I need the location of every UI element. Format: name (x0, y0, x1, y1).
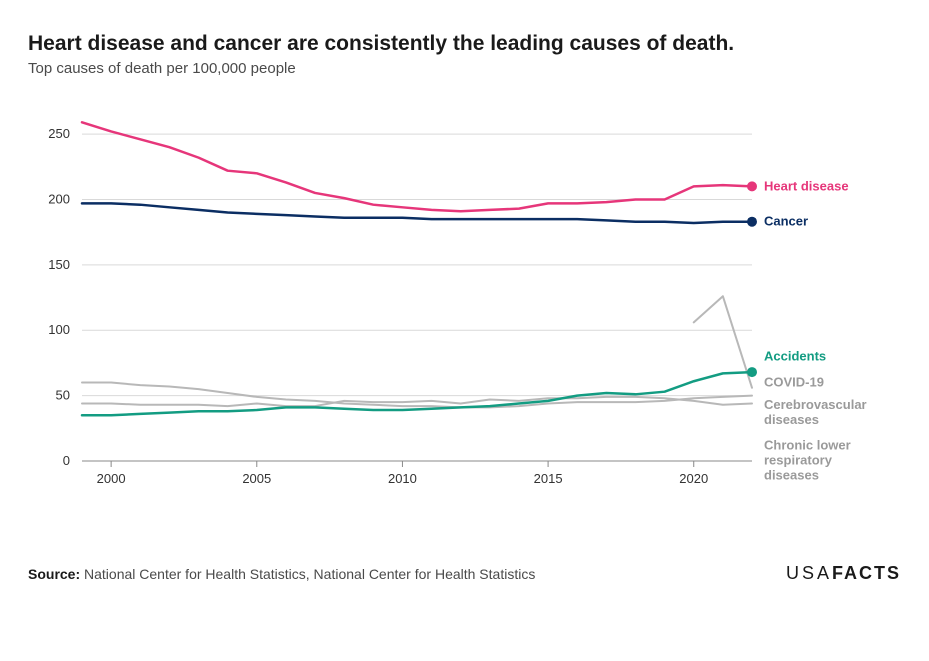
y-axis-tick-label: 100 (48, 322, 70, 337)
source-text: National Center for Health Statistics, N… (84, 566, 535, 582)
series-end-marker-cancer (747, 217, 757, 227)
logo-bold: FACTS (832, 563, 901, 583)
x-axis-tick-label: 2020 (679, 471, 708, 486)
series-label-chronic_lower_resp: Chronic lowerrespiratorydiseases (764, 437, 851, 482)
y-axis-tick-label: 200 (48, 191, 70, 206)
x-axis-tick-label: 2005 (242, 471, 271, 486)
series-line-heart_disease (82, 122, 752, 211)
series-label-heart_disease: Heart disease (764, 178, 849, 193)
source-label: Source: (28, 566, 80, 582)
series-label-cerebrovascular: Cerebrovasculardiseases (764, 397, 867, 427)
chart-area: 0 50 100 150 200 250 2000 2005 2010 2015 2020 Heart… (28, 113, 901, 533)
y-axis-tick-label: 150 (48, 257, 70, 272)
x-axis-tick-label: 2015 (534, 471, 563, 486)
y-axis-tick-label: 0 (63, 453, 70, 468)
x-axis-tick-label: 2010 (388, 471, 417, 486)
series-line-accidents (82, 372, 752, 415)
series-label-covid19: COVID-19 (764, 375, 824, 390)
chart-title: Heart disease and cancer are consistentl… (28, 32, 901, 56)
logo-light: USA (786, 563, 832, 583)
x-axis-tick-label: 2000 (97, 471, 126, 486)
series-line-cerebrovascular (82, 383, 752, 408)
series-end-marker-accidents (747, 367, 757, 377)
usafacts-logo: USAFACTS (786, 563, 901, 584)
series-label-accidents: Accidents (764, 348, 826, 363)
chart-subtitle: Top causes of death per 100,000 people (28, 60, 901, 77)
series-line-cancer (82, 203, 752, 223)
series-end-marker-heart_disease (747, 181, 757, 191)
source-line: Source: National Center for Health Stati… (28, 566, 535, 582)
y-axis-tick-label: 250 (48, 126, 70, 141)
chart-footer: Source: National Center for Health Stati… (28, 563, 901, 584)
series-label-cancer: Cancer (764, 214, 808, 229)
line-chart-svg: 0 50 100 150 200 250 2000 2005 2010 2015 2020 Heart… (28, 113, 901, 533)
y-axis-tick-label: 50 (56, 388, 70, 403)
